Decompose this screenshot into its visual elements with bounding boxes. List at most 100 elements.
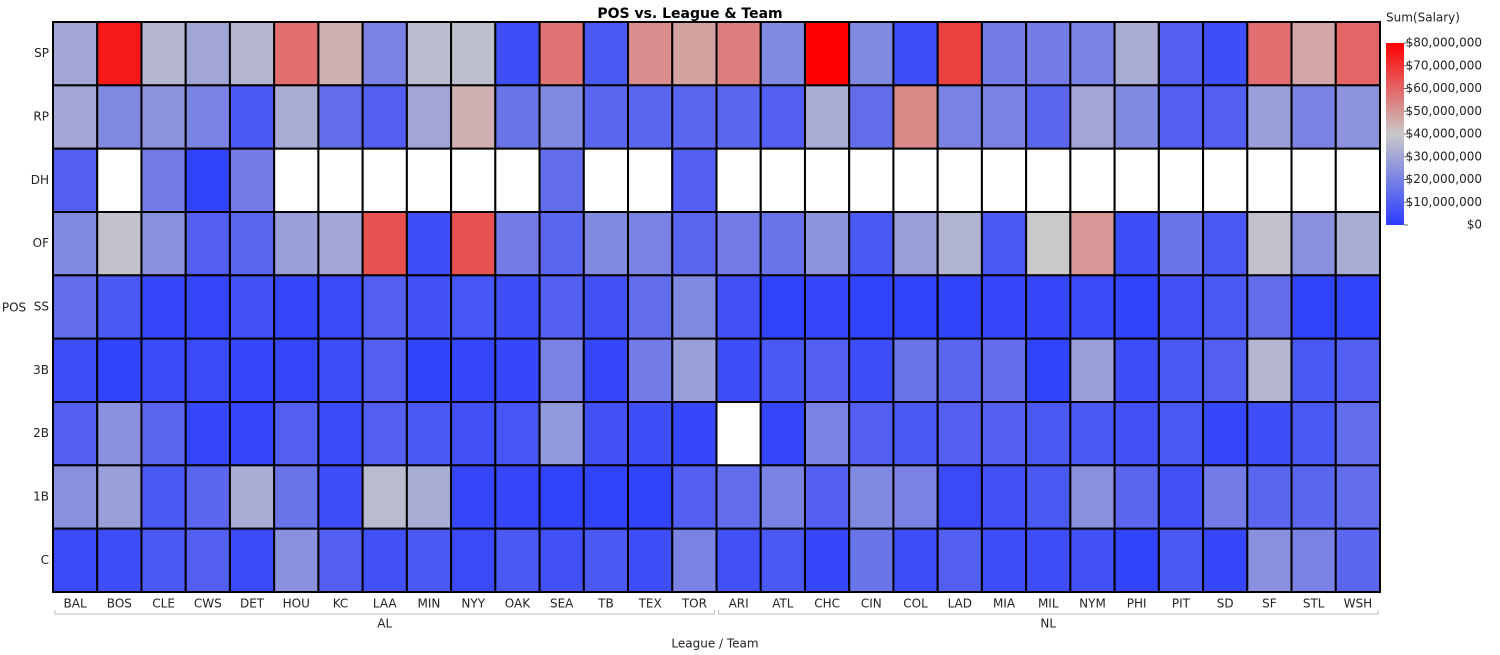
- cell: [184, 464, 231, 530]
- x-tick-label: TB: [597, 597, 614, 611]
- cell: [1246, 464, 1293, 530]
- cell: [1246, 401, 1293, 467]
- cell: [1113, 21, 1160, 87]
- cell: [759, 211, 806, 277]
- y-tick-label: RP: [33, 110, 49, 124]
- cell: [184, 337, 231, 403]
- cell: [1290, 401, 1337, 467]
- cell: [848, 527, 895, 594]
- cell: [848, 21, 895, 87]
- cell: [1246, 211, 1293, 277]
- x-tick-label: LAA: [373, 597, 398, 611]
- x-tick-label: CWS: [194, 597, 222, 611]
- cell: [980, 337, 1028, 403]
- cell: [140, 21, 187, 87]
- cell: [184, 401, 231, 467]
- cell: [52, 274, 99, 340]
- colorbar-tick-label: $60,000,000: [1406, 81, 1482, 95]
- cell: [538, 84, 585, 150]
- cell: [715, 274, 762, 340]
- colorbar-tick-label: $0: [1467, 218, 1482, 232]
- empty-cell: [1157, 147, 1205, 214]
- cell: [538, 464, 585, 530]
- cell: [936, 274, 983, 340]
- cell: [405, 21, 453, 87]
- cell: [273, 527, 320, 594]
- cell: [1069, 527, 1116, 594]
- cell: [892, 401, 939, 467]
- cell: [494, 84, 541, 150]
- cell: [980, 84, 1028, 150]
- cell: [582, 401, 630, 467]
- y-tick-label: C: [41, 553, 49, 567]
- cell: [52, 464, 99, 530]
- cell: [671, 84, 718, 150]
- empty-cell: [627, 147, 674, 214]
- cell: [450, 464, 497, 530]
- cell: [671, 147, 718, 214]
- cell: [980, 527, 1028, 594]
- cell: [538, 527, 585, 594]
- cell: [273, 464, 320, 530]
- cell: [1334, 21, 1382, 87]
- cell: [1157, 401, 1205, 467]
- cell: [317, 211, 364, 277]
- cell: [627, 211, 674, 277]
- y-tick-label: 2B: [33, 426, 49, 440]
- cell: [228, 211, 276, 277]
- x-tick-label: LAD: [948, 597, 972, 611]
- x-tick-label: STL: [1303, 597, 1325, 611]
- cell: [1113, 337, 1160, 403]
- cell: [936, 401, 983, 467]
- cell: [715, 84, 762, 150]
- cell: [1025, 337, 1072, 403]
- cell: [759, 274, 806, 340]
- empty-cell: [803, 147, 851, 214]
- cell: [405, 464, 453, 530]
- cell: [184, 147, 231, 214]
- cell: [936, 21, 983, 87]
- cell: [627, 337, 674, 403]
- cell: [450, 211, 497, 277]
- cell: [1334, 211, 1382, 277]
- cell: [582, 21, 630, 87]
- empty-cell: [405, 147, 453, 214]
- cell: [980, 21, 1028, 87]
- x-tick-label: COL: [903, 597, 928, 611]
- cell: [848, 211, 895, 277]
- cell: [1334, 527, 1382, 594]
- empty-cell: [892, 147, 939, 214]
- cell: [405, 84, 453, 150]
- empty-cell: [361, 147, 408, 214]
- cell: [494, 464, 541, 530]
- colorbar-tick-label: $20,000,000: [1406, 172, 1482, 186]
- empty-cell: [317, 147, 364, 214]
- colorbar-tick-label: $10,000,000: [1406, 195, 1482, 209]
- empty-cell: [450, 147, 497, 214]
- cell: [1290, 84, 1337, 150]
- cell: [715, 464, 762, 530]
- cell: [184, 84, 231, 150]
- cell: [228, 84, 276, 150]
- cell: [538, 337, 585, 403]
- y-axis-label: POS: [2, 301, 26, 315]
- cell: [1202, 84, 1249, 150]
- cell: [1069, 337, 1116, 403]
- cell: [1069, 401, 1116, 467]
- cell: [140, 337, 187, 403]
- y-tick-label: SS: [34, 300, 49, 314]
- colorbar: [1386, 43, 1404, 225]
- cell: [803, 84, 851, 150]
- group-bracket: [54, 610, 715, 615]
- cell: [759, 84, 806, 150]
- cell: [1202, 21, 1249, 87]
- cell: [96, 527, 143, 594]
- cell: [671, 274, 718, 340]
- cell: [538, 401, 585, 467]
- cell: [1157, 337, 1205, 403]
- cell: [405, 274, 453, 340]
- cell: [582, 464, 630, 530]
- x-tick-label: ATL: [772, 597, 794, 611]
- cell: [848, 464, 895, 530]
- empty-cell: [1334, 147, 1382, 214]
